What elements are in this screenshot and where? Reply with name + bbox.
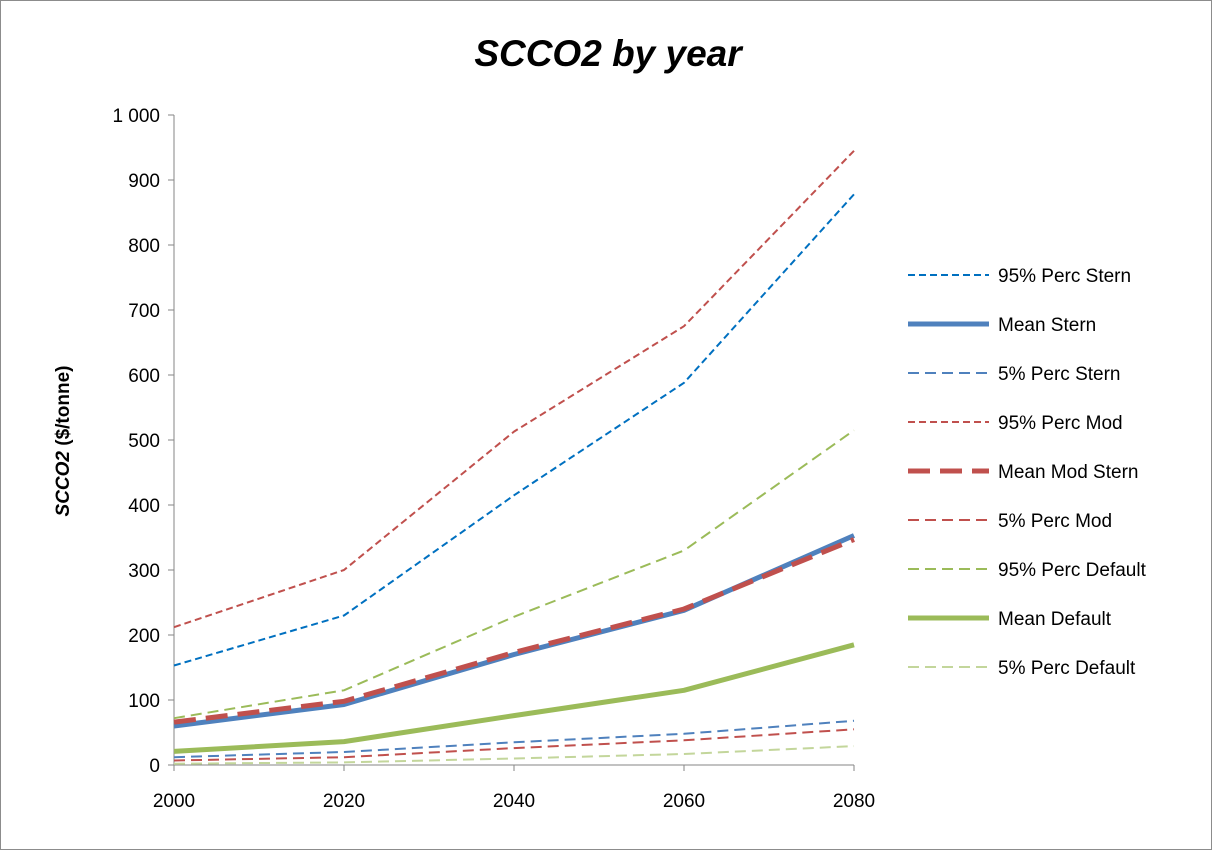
legend-label-95-perc-stern: 95% Perc Stern [998, 266, 1131, 287]
series-line-mean-stern [173, 533, 856, 729]
y-tick-label: 0 [149, 756, 160, 777]
legend-label-5-perc-stern: 5% Perc Stern [998, 364, 1121, 385]
x-tick-label: 2080 [833, 791, 875, 812]
legend-label-95-perc-default: 95% Perc Default [998, 560, 1147, 581]
legend-label-95-perc-mod: 95% Perc Mod [998, 413, 1123, 434]
series-line-mean-mod-stern [173, 537, 855, 725]
legend-label-mean-mod-stern: Mean Mod Stern [998, 462, 1138, 483]
y-tick-label: 300 [128, 561, 160, 582]
series-lines [173, 150, 856, 765]
y-tick-label: 500 [128, 431, 160, 452]
legend-label-5-perc-mod: 5% Perc Mod [998, 511, 1112, 532]
x-tick-label: 2040 [493, 791, 535, 812]
y-tick-label: 600 [128, 366, 160, 387]
series-line-95-perc-mod [173, 150, 855, 629]
y-tick-label: 800 [128, 236, 160, 257]
y-tick-label: 900 [128, 171, 160, 192]
series-line-5-perc-default [173, 745, 855, 765]
y-tick-label: 400 [128, 496, 160, 517]
y-axis-label: SCCO2 ($/tonne) [53, 366, 74, 517]
legend: 95% Perc Stern Mean Stern 5% Perc Stern 95%… [908, 266, 1147, 679]
y-tick-label: 700 [128, 301, 160, 322]
legend-label-5-perc-default: 5% Perc Default [998, 658, 1136, 679]
y-tick-label: 1 000 [112, 106, 160, 127]
legend-label-mean-stern: Mean Stern [998, 315, 1096, 336]
y-tick-label: 200 [128, 626, 160, 647]
series-line-95-perc-stern [173, 193, 855, 667]
y-axis-label-unit: ($/tonne) [53, 366, 74, 452]
series-line-95-perc-default [173, 429, 855, 720]
y-tick-label: 100 [128, 691, 160, 712]
series-line-mean-default [173, 642, 855, 754]
axes: 0 100 200 300 400 500 600 700 800 900 1 000 2000 202… [112, 106, 875, 812]
y-axis-label-main: SCCO2 [53, 451, 74, 517]
series-line-5-perc-mod [173, 728, 855, 762]
chart-title: SCCO2 by year [474, 33, 744, 74]
x-tick-label: 2020 [323, 791, 365, 812]
x-tick-label: 2000 [153, 791, 195, 812]
legend-label-mean-default: Mean Default [998, 609, 1112, 630]
series-line-5-perc-stern [173, 719, 855, 759]
x-tick-label: 2060 [663, 791, 705, 812]
